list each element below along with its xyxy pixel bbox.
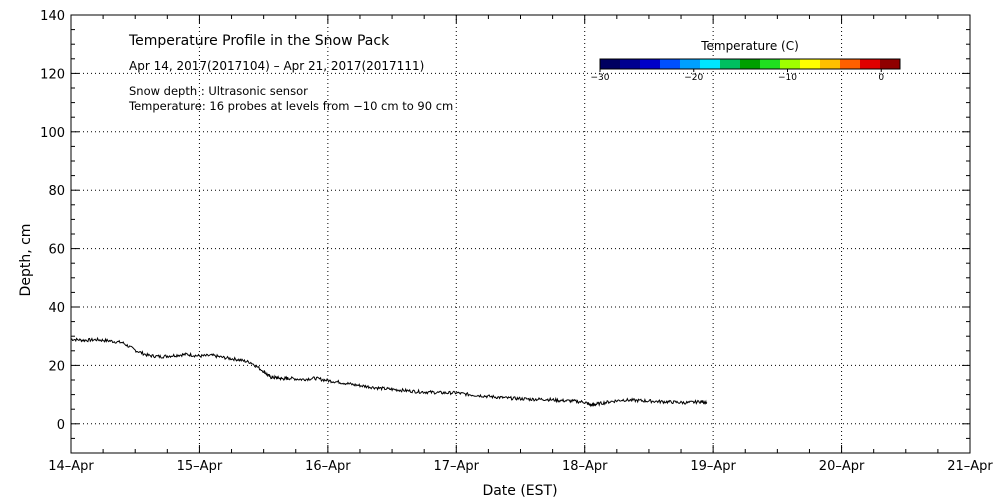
colorbar-cell — [640, 59, 661, 69]
colorbar-frame — [599, 58, 901, 70]
x-tick-label: 14–Apr — [48, 459, 94, 474]
x-tick-label: 15–Apr — [177, 459, 223, 474]
x-tick-label: 20–Apr — [819, 459, 865, 474]
colorbar-cell — [860, 59, 881, 69]
colorbar-tick-label: −30 — [591, 73, 610, 83]
y-tick-label: 40 — [48, 301, 65, 316]
axis-tick-labels: 14–Apr 15–Apr 16–Apr 17–Apr 18–Apr 19–Apr 20–A… — [40, 9, 993, 474]
series-layer — [70, 336, 708, 408]
x-tick-label: 16–Apr — [305, 459, 351, 474]
annotation-snow-depth: Snow depth : Ultrasonic sensor — [129, 84, 308, 98]
chart-subtitle: Apr 14, 2017(2017104) – Apr 21, 2017(201… — [129, 59, 424, 73]
colorbar-cell — [840, 59, 861, 69]
x-tick-label: 21–Apr — [947, 459, 993, 474]
y-tick-label: 80 — [48, 184, 65, 199]
colorbar-legend: Temperature (C) −30 −20 −10 0 — [591, 39, 901, 83]
y-tick-label: 0 — [57, 418, 65, 433]
colorbar-cell — [600, 59, 621, 69]
colorbar-cell — [740, 59, 761, 69]
colorbar-cells — [599, 58, 901, 70]
colorbar-cell — [620, 59, 641, 69]
colorbar-tick-label: −10 — [778, 73, 797, 83]
annotation-temperature-probes: Temperature: 16 probes at levels from −1… — [128, 99, 453, 113]
colorbar-title: Temperature (C) — [700, 39, 799, 53]
colorbar-cell — [680, 59, 701, 69]
colorbar-tick-label: −20 — [684, 73, 703, 83]
colorbar-cell — [760, 59, 781, 69]
y-axis-label: Depth, cm — [18, 224, 34, 297]
y-tick-label: 120 — [40, 67, 65, 82]
y-tick-label: 100 — [40, 126, 65, 141]
grid — [71, 15, 970, 453]
colorbar-cell — [880, 59, 901, 69]
colorbar-cell — [820, 59, 841, 69]
y-tick-label: 60 — [48, 243, 65, 258]
colorbar-cell — [700, 59, 721, 69]
chart-title: Temperature Profile in the Snow Pack — [128, 33, 390, 49]
colorbar-ticks: −30 −20 −10 0 — [591, 69, 884, 83]
x-tick-label: 17–Apr — [434, 459, 480, 474]
colorbar-cell — [660, 59, 681, 69]
x-axis-label: Date (EST) — [482, 483, 557, 499]
plot-frame — [70, 14, 971, 454]
colorbar-tick-label: 0 — [878, 73, 884, 83]
y-tick-label: 140 — [40, 9, 65, 24]
axis-ticks — [70, 14, 971, 454]
x-tick-label: 19–Apr — [690, 459, 736, 474]
colorbar-cell — [780, 59, 801, 69]
colorbar-cell — [800, 59, 821, 69]
y-tick-label: 20 — [48, 359, 65, 374]
snow-depth-line — [70, 336, 708, 408]
x-tick-label: 18–Apr — [562, 459, 608, 474]
colorbar-cell — [720, 59, 741, 69]
